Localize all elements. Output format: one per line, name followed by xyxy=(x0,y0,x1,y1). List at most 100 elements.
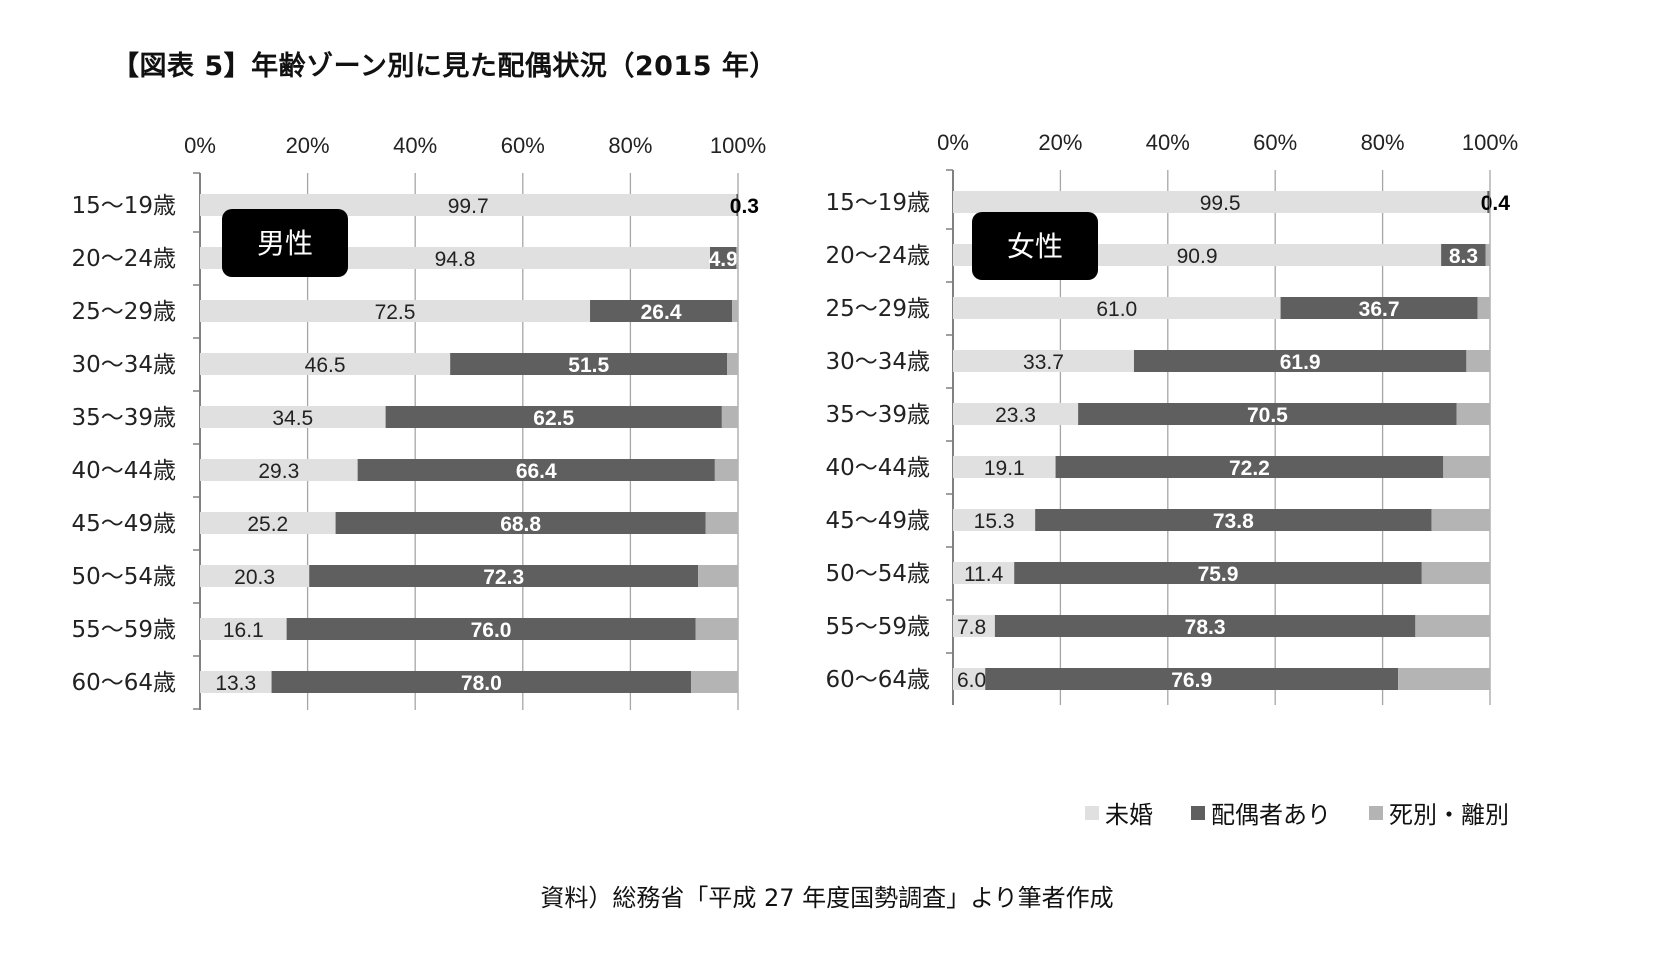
female-bar-widowed-divorced xyxy=(1415,615,1490,637)
female-category-label: 40〜44歳 xyxy=(825,455,930,481)
male-data-label: 29.3 xyxy=(258,460,299,483)
male-bar-widowed-divorced xyxy=(695,618,738,640)
legend-swatch-married xyxy=(1191,805,1205,820)
female-category-label: 15〜19歳 xyxy=(825,190,930,216)
male-data-label: 34.5 xyxy=(272,407,313,430)
female-panel-label: 女性 xyxy=(1007,230,1063,263)
female-x-tick-label: 100% xyxy=(1462,130,1518,155)
male-data-label: 13.3 xyxy=(215,672,256,695)
female-category-label: 55〜59歳 xyxy=(825,614,930,640)
male-bar-unmarried xyxy=(200,565,310,587)
legend-swatch-widowed-divorced xyxy=(1369,805,1383,820)
male-bar-widowed-divorced xyxy=(736,247,738,269)
male-x-tick-label: 40% xyxy=(393,133,437,158)
male-data-label: 78.0 xyxy=(461,672,502,695)
male-category-label: 15〜19歳 xyxy=(71,193,176,219)
male-data-label: 99.7 xyxy=(448,195,489,218)
male-category-label: 40〜44歳 xyxy=(71,458,176,484)
female-bar-married xyxy=(994,615,1416,637)
male-bar-married xyxy=(335,512,706,534)
male-bar-widowed-divorced xyxy=(732,300,738,322)
female-bar-widowed-divorced xyxy=(1485,244,1490,266)
female-bar-married xyxy=(1441,244,1486,266)
female-bar-married xyxy=(1280,297,1478,319)
legend-item-unmarried: 未婚 xyxy=(1085,795,1153,830)
male-bar-widowed-divorced xyxy=(691,671,738,693)
male-bar-unmarried xyxy=(200,300,591,322)
male-data-label: 51.5 xyxy=(568,354,609,377)
male-bar-married xyxy=(271,671,692,693)
female-data-label: 90.9 xyxy=(1177,245,1218,268)
female-bar-unmarried xyxy=(953,509,1036,531)
male-data-label: 62.5 xyxy=(533,407,574,430)
female-bar-married xyxy=(1078,403,1457,425)
figure-title: 【図表 5】年齢ゾーン別に見た配偶状況（2015 年） xyxy=(112,51,777,82)
male-panel-badge xyxy=(222,209,348,277)
female-bar-widowed-divorced xyxy=(1489,191,1490,213)
female-bar-unmarried xyxy=(953,297,1281,319)
female-category-label: 20〜24歳 xyxy=(825,243,930,269)
male-bar-widowed-divorced xyxy=(698,565,738,587)
female-category-label: 35〜39歳 xyxy=(825,402,930,428)
female-data-label: 11.4 xyxy=(964,563,1004,586)
female-category-label: 50〜54歳 xyxy=(825,561,930,587)
female-category-label: 45〜49歳 xyxy=(825,508,930,534)
male-category-label: 45〜49歳 xyxy=(71,511,176,537)
female-bar-widowed-divorced xyxy=(1398,668,1490,690)
male-bar-unmarried xyxy=(200,671,272,693)
legend-label-widowed-divorced: 死別・離別 xyxy=(1389,801,1509,829)
male-bar-widowed-divorced xyxy=(714,459,738,481)
male-x-tick-label: 100% xyxy=(710,133,766,158)
male-category-label: 60〜64歳 xyxy=(71,670,176,696)
male-data-label: 20.3 xyxy=(234,566,275,589)
male-data-label: 46.5 xyxy=(305,354,346,377)
female-panel-badge xyxy=(972,212,1098,280)
male-category-label: 25〜29歳 xyxy=(71,299,176,325)
legend-item-married: 配偶者あり xyxy=(1191,795,1331,830)
female-bar-unmarried xyxy=(953,191,1488,213)
female-data-label: 0.4 xyxy=(1481,192,1511,215)
male-bar-unmarried xyxy=(200,512,336,534)
male-data-label: 4.9 xyxy=(709,248,738,271)
male-bar-married xyxy=(450,353,728,375)
male-data-label: 72.5 xyxy=(375,301,416,324)
male-bar-married xyxy=(590,300,733,322)
male-bar-widowed-divorced xyxy=(727,353,738,375)
male-data-label: 26.4 xyxy=(641,301,682,324)
female-bar-married xyxy=(1055,456,1444,478)
legend-item-widowed-divorced: 死別・離別 xyxy=(1369,795,1509,830)
legend-label-unmarried: 未婚 xyxy=(1105,801,1153,829)
female-bar-widowed-divorced xyxy=(1477,297,1490,319)
male-category-label: 30〜34歳 xyxy=(71,352,176,378)
male-bar-married xyxy=(710,247,737,269)
male-category-label: 20〜24歳 xyxy=(71,246,176,272)
female-bar-married xyxy=(1014,562,1422,584)
female-data-label: 72.2 xyxy=(1229,457,1270,480)
female-data-label: 6.0 xyxy=(957,669,986,692)
female-data-label: 19.1 xyxy=(984,457,1025,480)
male-bar-married xyxy=(309,565,699,587)
female-x-tick-label: 0% xyxy=(937,130,969,155)
female-data-label: 7.8 xyxy=(957,616,986,639)
female-bar-widowed-divorced xyxy=(1456,403,1490,425)
female-category-label: 60〜64歳 xyxy=(825,667,930,693)
female-bar-married xyxy=(1133,350,1467,372)
legend-swatch-unmarried xyxy=(1085,805,1099,820)
female-bar-unmarried xyxy=(953,615,995,637)
female-x-tick-label: 20% xyxy=(1038,130,1082,155)
female-x-tick-label: 80% xyxy=(1361,130,1405,155)
female-bar-widowed-divorced xyxy=(1421,562,1490,584)
male-data-label: 68.8 xyxy=(500,513,541,536)
female-bar-widowed-divorced xyxy=(1466,350,1490,372)
female-bar-unmarried xyxy=(953,350,1134,372)
male-category-label: 55〜59歳 xyxy=(71,617,176,643)
female-bar-married xyxy=(985,668,1399,690)
male-bar-married xyxy=(286,618,696,640)
male-category-label: 35〜39歳 xyxy=(71,405,176,431)
male-bar-unmarried xyxy=(200,406,386,428)
female-bar-unmarried xyxy=(953,456,1056,478)
male-data-label: 76.0 xyxy=(471,619,512,642)
female-data-label: 15.3 xyxy=(974,510,1015,533)
female-bar-widowed-divorced xyxy=(1431,509,1490,531)
